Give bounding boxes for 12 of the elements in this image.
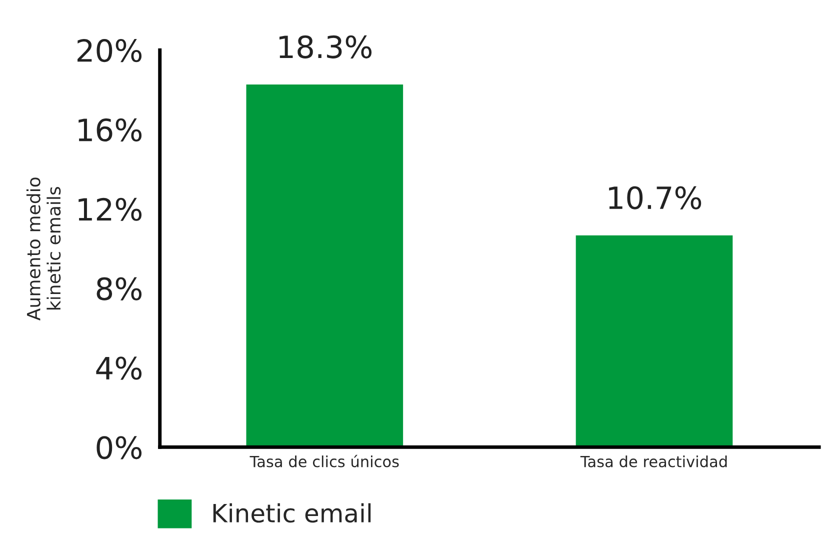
y-tick-label: 20%	[78, 38, 142, 62]
text: 10.7%	[609, 186, 702, 210]
x-tick-label: Tasa de clics únicos	[250, 454, 399, 468]
y-tick-label: 4%	[96, 356, 142, 380]
legend-label: Kinetic email	[213, 503, 371, 523]
x-tick-label: Tasa de reactividad	[580, 455, 727, 468]
y-tick-label: 16%	[78, 118, 142, 142]
y-tick-label: 12%	[78, 198, 142, 221]
y-axis-title: Aumento medio kinetic emails	[26, 178, 61, 320]
y-tick-label: 0%	[96, 436, 142, 460]
text: 18.3%	[279, 35, 372, 58]
y-tick-label: 8%	[96, 277, 142, 300]
